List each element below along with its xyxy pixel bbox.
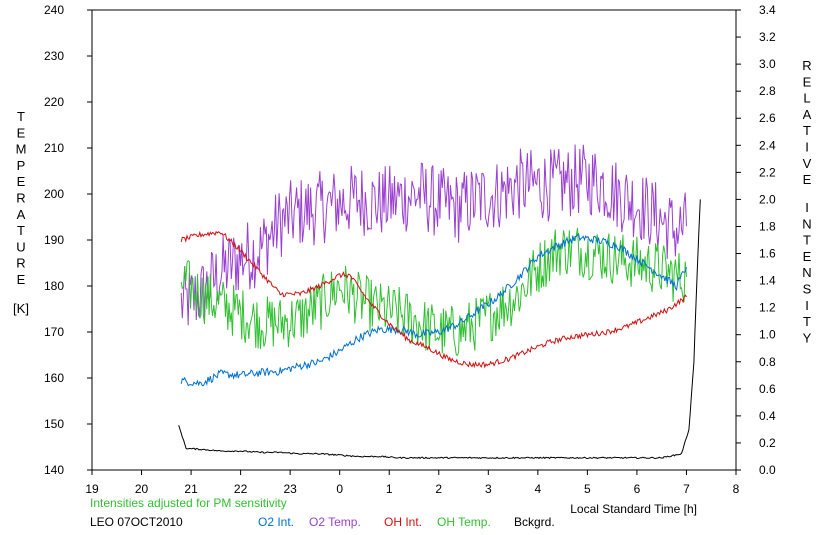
- left-label-letter: M: [16, 142, 27, 157]
- series-lines: [178, 144, 701, 460]
- right-tick-label: 0.4: [759, 409, 776, 423]
- left-label-letter: T: [17, 109, 25, 124]
- left-axis-ticks: 140 150 160 170 180 190 200 210 220 230 240: [44, 3, 92, 477]
- left-label-letter: R: [16, 256, 25, 271]
- left-label-letter: R: [16, 191, 25, 206]
- left-axis-unit: [K]: [13, 301, 29, 316]
- x-tick-label: 23: [283, 482, 297, 496]
- series-line-o2-int: [180, 232, 687, 387]
- right-label-letter: R: [802, 58, 811, 73]
- right-tick-label: 3.0: [759, 57, 776, 71]
- x-tick-label: 7: [683, 482, 690, 496]
- x-tick-label: 0: [336, 482, 343, 496]
- right-label-letter: V: [803, 156, 812, 171]
- x-tick-label: 20: [135, 482, 149, 496]
- left-label-letter: U: [16, 239, 25, 254]
- x-tick-label: 8: [733, 482, 740, 496]
- x-tick-label: 2: [435, 482, 442, 496]
- x-tick-label: 5: [584, 482, 591, 496]
- station-label: LEO 07OCT2010: [90, 515, 183, 529]
- x-tick-label: 22: [234, 482, 248, 496]
- left-tick-label: 230: [44, 49, 64, 63]
- right-label-letter: I: [805, 140, 809, 155]
- left-label-letter: E: [17, 272, 26, 287]
- left-label-letter: T: [17, 223, 25, 238]
- x-tick-label: 4: [535, 482, 542, 496]
- left-label-letter: E: [17, 174, 26, 189]
- right-label-letter: L: [803, 91, 810, 106]
- right-tick-label: 3.2: [759, 30, 776, 44]
- right-label-letter: N: [802, 216, 811, 231]
- right-tick-label: 1.8: [759, 219, 776, 233]
- left-label-letter: P: [17, 158, 26, 173]
- legend-oh-temp: OH Temp.: [437, 515, 491, 529]
- series-line-oh-temp: [180, 227, 687, 356]
- left-tick-label: 190: [44, 233, 64, 247]
- right-label-letter: A: [803, 107, 812, 122]
- left-label-letter: E: [17, 125, 26, 140]
- right-tick-label: 2.4: [759, 138, 776, 152]
- legend-bckgrd: Bckgrd.: [514, 515, 555, 529]
- right-tick-label: 0.0: [759, 463, 776, 477]
- right-label-letter: E: [803, 74, 812, 89]
- x-tick-label: 1: [386, 482, 393, 496]
- right-label-letter: I: [805, 200, 809, 215]
- legend-o2-int: O2 Int.: [258, 515, 294, 529]
- right-tick-label: 1.0: [759, 328, 776, 342]
- right-tick-label: 3.4: [759, 3, 776, 17]
- right-tick-label: 1.2: [759, 301, 776, 315]
- right-label-letter: E: [803, 172, 812, 187]
- left-tick-label: 220: [44, 95, 64, 109]
- legend-o2-temp: O2 Temp.: [309, 515, 361, 529]
- right-tick-label: 0.8: [759, 355, 776, 369]
- x-axis-ticks: 19 20 21 22 23 0 1 2 3 4 5 6 7 8: [85, 470, 740, 496]
- right-axis-ticks: 0.0 0.2 0.4 0.6 0.8 1.0 1.2 1.4 1.6 1.8 2.0 2.2 2.4 2…: [736, 3, 776, 477]
- right-tick-label: 0.2: [759, 436, 776, 450]
- x-axis-label: Local Standard Time [h]: [570, 502, 697, 516]
- x-tick-label: 19: [85, 482, 99, 496]
- right-tick-label: 2.8: [759, 84, 776, 98]
- left-tick-label: 150: [44, 417, 64, 431]
- right-tick-label: 2.2: [759, 165, 776, 179]
- left-tick-label: 170: [44, 325, 64, 339]
- legend-oh-int: OH Int.: [384, 515, 422, 529]
- right-tick-label: 2.0: [759, 192, 776, 206]
- right-label-letter: Y: [803, 330, 812, 345]
- x-tick-label: 21: [184, 482, 198, 496]
- plot-frame: [91, 9, 737, 471]
- series-line-o2-temp: [180, 144, 687, 326]
- right-label-letter: E: [803, 249, 812, 264]
- right-tick-label: 1.6: [759, 247, 776, 261]
- left-label-letter: A: [17, 207, 26, 222]
- left-tick-label: 180: [44, 279, 64, 293]
- right-label-letter: T: [803, 233, 811, 248]
- right-label-letter: N: [802, 265, 811, 280]
- left-tick-label: 160: [44, 371, 64, 385]
- left-tick-label: 200: [44, 187, 64, 201]
- right-tick-label: 1.4: [759, 274, 776, 288]
- left-tick-label: 210: [44, 141, 64, 155]
- right-label-letter: T: [803, 123, 811, 138]
- note-text: Intensities adjusted for PM sensitivity: [90, 496, 287, 510]
- series-line-oh-int: [180, 230, 687, 369]
- right-tick-label: 2.6: [759, 111, 776, 125]
- right-tick-label: 0.6: [759, 382, 776, 396]
- right-label-letter: T: [803, 314, 811, 329]
- right-label-letter: I: [805, 298, 809, 313]
- left-tick-label: 140: [44, 463, 64, 477]
- x-tick-label: 3: [485, 482, 492, 496]
- left-tick-label: 240: [44, 3, 64, 17]
- x-tick-label: 6: [634, 482, 641, 496]
- right-label-letter: S: [803, 282, 812, 297]
- series-line-bckgrd: [178, 199, 701, 460]
